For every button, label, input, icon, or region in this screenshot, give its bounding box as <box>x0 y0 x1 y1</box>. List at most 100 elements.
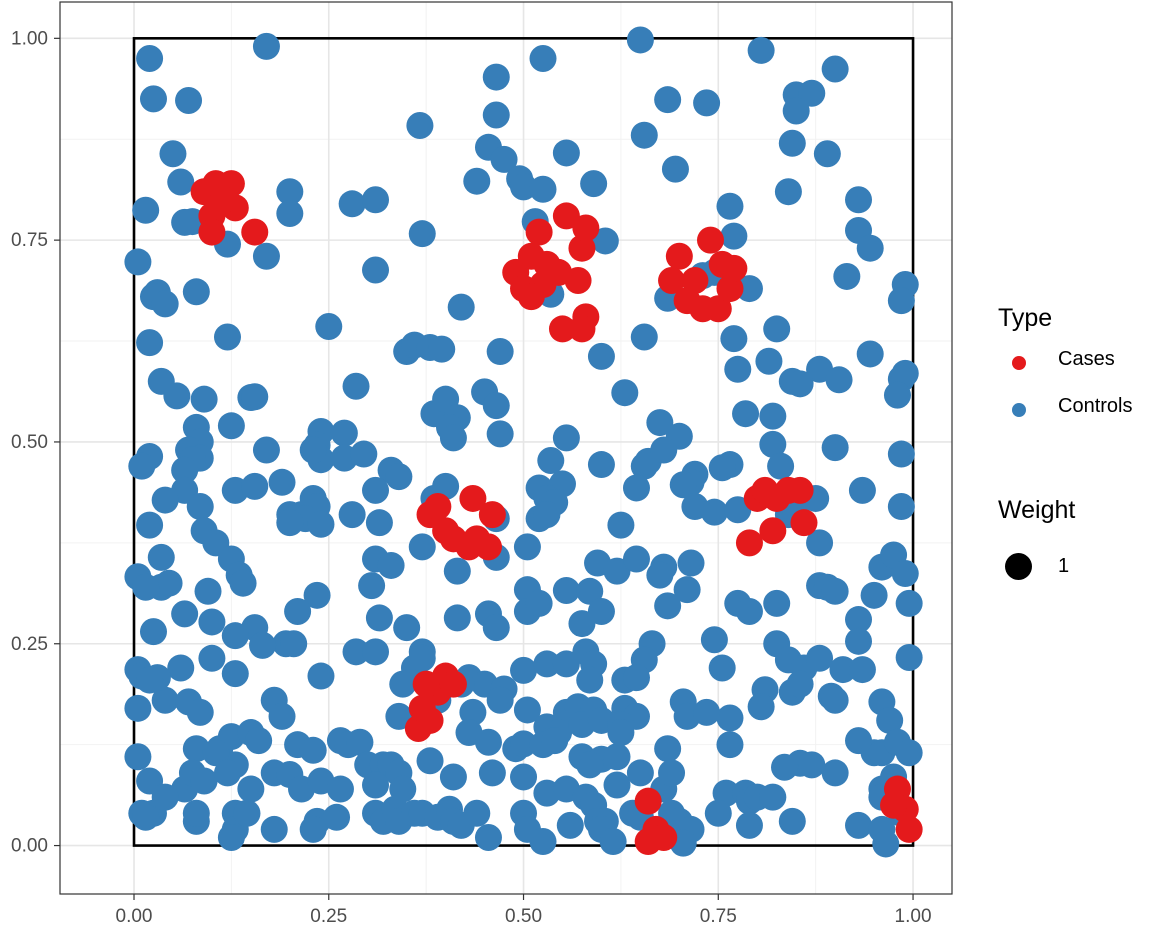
point-controls <box>167 169 194 196</box>
point-cases <box>635 788 662 815</box>
point-controls <box>245 727 272 754</box>
point-controls <box>654 735 681 762</box>
point-controls <box>537 447 564 474</box>
point-controls <box>487 338 514 365</box>
point-controls <box>440 424 467 451</box>
point-controls <box>362 477 389 504</box>
point-cases <box>568 315 595 342</box>
point-controls <box>732 400 759 427</box>
point-controls <box>553 650 580 677</box>
point-cases <box>790 509 817 536</box>
point-cases <box>565 267 592 294</box>
point-controls <box>693 699 720 726</box>
point-controls <box>888 493 915 520</box>
y-tick-label: 1.00 <box>11 28 48 49</box>
point-controls <box>623 545 650 572</box>
point-controls <box>849 656 876 683</box>
point-controls <box>269 703 296 730</box>
point-controls <box>409 220 436 247</box>
point-controls <box>724 356 751 383</box>
point-controls <box>568 610 595 637</box>
point-controls <box>857 340 884 367</box>
point-controls <box>631 122 658 149</box>
point-controls <box>163 382 190 409</box>
point-controls <box>487 420 514 447</box>
point-controls <box>339 190 366 217</box>
point-controls <box>136 667 163 694</box>
point-controls <box>440 763 467 790</box>
legend-label-controls: Controls <box>1058 395 1132 418</box>
point-controls <box>362 772 389 799</box>
legend-label-cases: Cases <box>1058 348 1115 371</box>
point-controls <box>253 33 280 60</box>
point-cases <box>666 243 693 270</box>
point-controls <box>845 628 872 655</box>
point-controls <box>276 509 303 536</box>
type-legend: Type Cases Controls <box>998 304 1158 438</box>
point-controls <box>709 454 736 481</box>
point-controls <box>483 614 510 641</box>
point-controls <box>720 325 747 352</box>
point-controls <box>132 804 159 831</box>
point-controls <box>627 26 654 53</box>
point-controls <box>896 590 923 617</box>
point-cases <box>759 517 786 544</box>
point-controls <box>132 197 159 224</box>
point-controls <box>307 663 334 690</box>
point-controls <box>787 370 814 397</box>
y-tick-label: 0.50 <box>11 432 48 453</box>
point-controls <box>693 89 720 116</box>
point-controls <box>814 140 841 167</box>
point-controls <box>214 324 241 351</box>
point-cases <box>413 671 440 698</box>
point-controls <box>463 800 490 827</box>
point-controls <box>366 509 393 536</box>
point-controls <box>631 324 658 351</box>
point-cases <box>787 477 814 504</box>
point-controls <box>136 45 163 72</box>
point-controls <box>678 550 705 577</box>
point-controls <box>720 223 747 250</box>
point-controls <box>533 501 560 528</box>
point-controls <box>183 278 210 305</box>
point-controls <box>358 572 385 599</box>
legend-key-cases <box>1012 356 1026 370</box>
point-controls <box>280 630 307 657</box>
point-cases <box>896 816 923 843</box>
point-controls <box>701 626 728 653</box>
point-controls <box>783 97 810 124</box>
point-controls <box>833 263 860 290</box>
weight-legend-item: 1 <box>998 546 1158 586</box>
x-tick-label: 0.25 <box>310 906 347 926</box>
point-controls <box>736 598 763 625</box>
point-controls <box>872 830 899 857</box>
point-controls <box>623 664 650 691</box>
point-controls <box>475 824 502 851</box>
point-controls <box>331 420 358 447</box>
point-controls <box>124 248 151 275</box>
point-controls <box>716 731 743 758</box>
point-controls <box>152 290 179 317</box>
point-controls <box>241 473 268 500</box>
point-controls <box>658 759 685 786</box>
point-cases <box>650 824 677 851</box>
point-controls <box>171 600 198 627</box>
point-cases <box>572 215 599 242</box>
point-controls <box>845 186 872 213</box>
point-controls <box>444 558 471 585</box>
point-controls <box>327 776 354 803</box>
point-controls <box>195 578 222 605</box>
point-cases <box>475 533 502 560</box>
point-controls <box>822 434 849 461</box>
legend-title: Type <box>998 304 1158 344</box>
point-controls <box>822 56 849 83</box>
point-controls <box>557 812 584 839</box>
point-controls <box>483 102 510 129</box>
point-controls <box>366 604 393 631</box>
point-controls <box>627 759 654 786</box>
point-controls <box>779 130 806 157</box>
x-tick-label: 1.00 <box>895 906 932 926</box>
point-controls <box>140 618 167 645</box>
point-controls <box>315 313 342 340</box>
point-controls <box>148 544 175 571</box>
